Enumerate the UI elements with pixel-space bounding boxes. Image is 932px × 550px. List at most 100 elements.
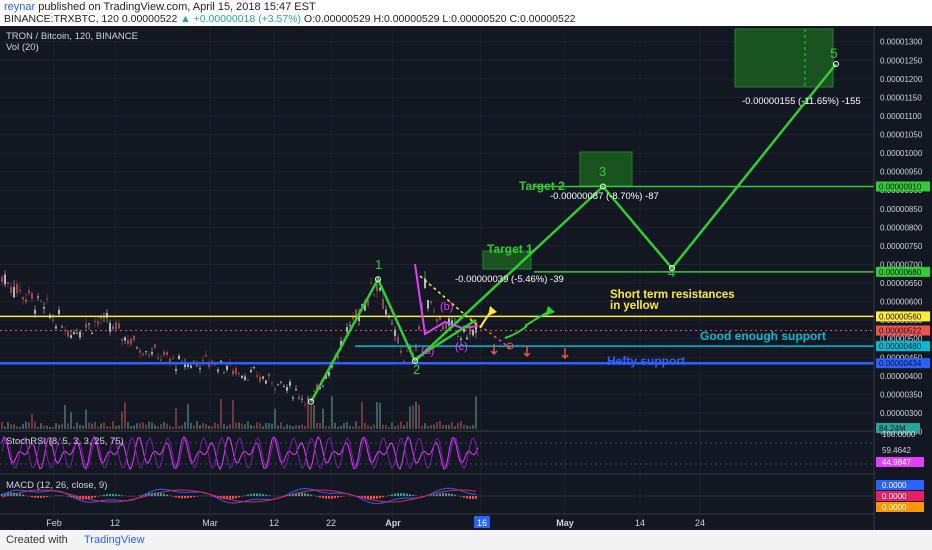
macd-hist-46 bbox=[139, 495, 141, 496]
elliott-wave-path bbox=[309, 63, 837, 403]
arrow-up-icon bbox=[545, 306, 555, 316]
candle-body-47 bbox=[142, 353, 144, 356]
volume-bar-15 bbox=[46, 425, 48, 429]
time-tick-7: May bbox=[556, 518, 574, 528]
candle-body-64 bbox=[193, 360, 195, 362]
macd-hist-40 bbox=[121, 495, 123, 496]
candle-body-46 bbox=[139, 350, 141, 353]
volume-bar-79 bbox=[238, 422, 240, 429]
volume-bar-35 bbox=[106, 426, 108, 429]
candle-body-20 bbox=[61, 326, 63, 328]
volume-bar-132 bbox=[397, 425, 399, 429]
wave-point-4 bbox=[669, 265, 675, 272]
correction-wave-line bbox=[414, 263, 479, 336]
candle-body-145 bbox=[436, 319, 438, 322]
macd-hist-83 bbox=[250, 493, 252, 496]
low-value: 0.00000520 bbox=[451, 13, 507, 25]
macd-hist-144 bbox=[433, 494, 435, 496]
wave-2-breakout-line bbox=[414, 318, 477, 361]
macd-hist-120 bbox=[361, 496, 363, 498]
chart-title: TRON / Bitcoin, 120, BINANCE bbox=[6, 31, 138, 42]
candle-body-81 bbox=[244, 376, 246, 380]
candle-body-110 bbox=[331, 365, 333, 368]
candle-body-29 bbox=[88, 323, 90, 325]
volume-bar-90 bbox=[271, 423, 273, 429]
tradingview-logo[interactable]: TradingView bbox=[84, 534, 145, 546]
wave-label-2: 2 bbox=[413, 362, 420, 377]
candle-body-62 bbox=[187, 363, 189, 367]
volume-bar-8 bbox=[25, 421, 27, 429]
author-link[interactable]: reynar bbox=[4, 1, 36, 13]
price-chart[interactable]: 1 2 3 4 5 (a) (b) (c) Target 2 Target 1 … bbox=[0, 26, 932, 530]
macd-hist-134 bbox=[403, 493, 405, 496]
stochrsi-pane bbox=[0, 435, 874, 471]
candle-body-115 bbox=[346, 327, 348, 332]
candle-body-49 bbox=[148, 354, 150, 356]
macd-hist-36 bbox=[109, 493, 111, 496]
macd-hist-79 bbox=[238, 496, 240, 498]
stoch-scale-top: 100.0000 bbox=[882, 430, 916, 439]
macd-hist-78 bbox=[235, 496, 237, 499]
wave-label-1: 1 bbox=[375, 257, 382, 272]
candle-body-157 bbox=[472, 329, 474, 336]
volume-bar-137 bbox=[412, 405, 414, 429]
time-tick-5: Apr bbox=[385, 518, 401, 528]
macd-hist-105 bbox=[316, 496, 318, 497]
macd-hist-37 bbox=[112, 493, 114, 496]
volume-bar-113 bbox=[340, 425, 342, 429]
breakout-path-1 bbox=[504, 325, 528, 339]
volume-bar-49 bbox=[148, 421, 150, 429]
macd-hist-60 bbox=[181, 496, 183, 499]
candle-body-128 bbox=[385, 309, 387, 315]
volume-bar-94 bbox=[283, 426, 285, 429]
volume-bar-112 bbox=[337, 426, 339, 429]
candle-body-35 bbox=[106, 312, 108, 318]
price-tick-20: 0.00000300 bbox=[880, 409, 923, 418]
time-axis[interactable]: Feb12Mar1222Apr16May142416 bbox=[46, 516, 705, 528]
candle-body-75 bbox=[226, 365, 228, 370]
macd-hist-155 bbox=[466, 496, 468, 499]
volume-bar-41 bbox=[124, 402, 126, 429]
volume-bar-5 bbox=[16, 426, 18, 429]
short-term-label-2: in yellow bbox=[610, 300, 659, 312]
price-axis[interactable] bbox=[874, 26, 932, 530]
candle-body-104 bbox=[313, 391, 315, 392]
measure-label-3: -0.00000155 (-11.65%) -155 bbox=[742, 96, 861, 107]
macd-line bbox=[1, 487, 477, 505]
volume-bar-151 bbox=[454, 426, 456, 429]
volume-bar-10 bbox=[31, 413, 33, 429]
volume-bar-32 bbox=[97, 426, 99, 429]
open-value: 0.00000529 bbox=[315, 13, 371, 25]
candle-body-95 bbox=[286, 387, 288, 391]
time-tick-1: 12 bbox=[110, 518, 120, 528]
high-value: 0.00000529 bbox=[383, 13, 440, 25]
volume-bar-83 bbox=[250, 424, 252, 429]
macd-hist-3 bbox=[10, 492, 12, 496]
candle-body-117 bbox=[352, 317, 354, 320]
volume-bar-12 bbox=[37, 426, 39, 429]
macd-hist-156 bbox=[469, 496, 471, 499]
volume-bar-92 bbox=[277, 425, 279, 429]
macd-hist-23 bbox=[70, 496, 72, 498]
candle-body-124 bbox=[373, 294, 375, 296]
volume-bar-97 bbox=[292, 426, 294, 429]
volume-bar-37 bbox=[112, 421, 114, 429]
wave-point-1 bbox=[375, 276, 381, 283]
macd-hist-113 bbox=[340, 496, 342, 497]
candle-body-99 bbox=[298, 396, 300, 400]
macd-hist-89 bbox=[268, 495, 270, 496]
price-tick-17: 0.00000450 bbox=[880, 353, 923, 362]
macd-hist-61 bbox=[184, 496, 186, 499]
candle-body-36 bbox=[109, 322, 111, 332]
price-tick-9: 0.00000850 bbox=[880, 205, 923, 214]
candle-body-155 bbox=[466, 337, 468, 340]
macd-hist-109 bbox=[328, 496, 330, 499]
candle-body-86 bbox=[259, 376, 261, 382]
volume-bar-91 bbox=[274, 408, 276, 429]
yellow-arrow-icon bbox=[488, 306, 497, 316]
volume-bars bbox=[1, 396, 477, 429]
volume-bar-71 bbox=[214, 422, 216, 429]
macd-hist-143 bbox=[430, 495, 432, 496]
volume-bar-53 bbox=[160, 424, 162, 429]
horizontal-levels bbox=[0, 185, 874, 365]
